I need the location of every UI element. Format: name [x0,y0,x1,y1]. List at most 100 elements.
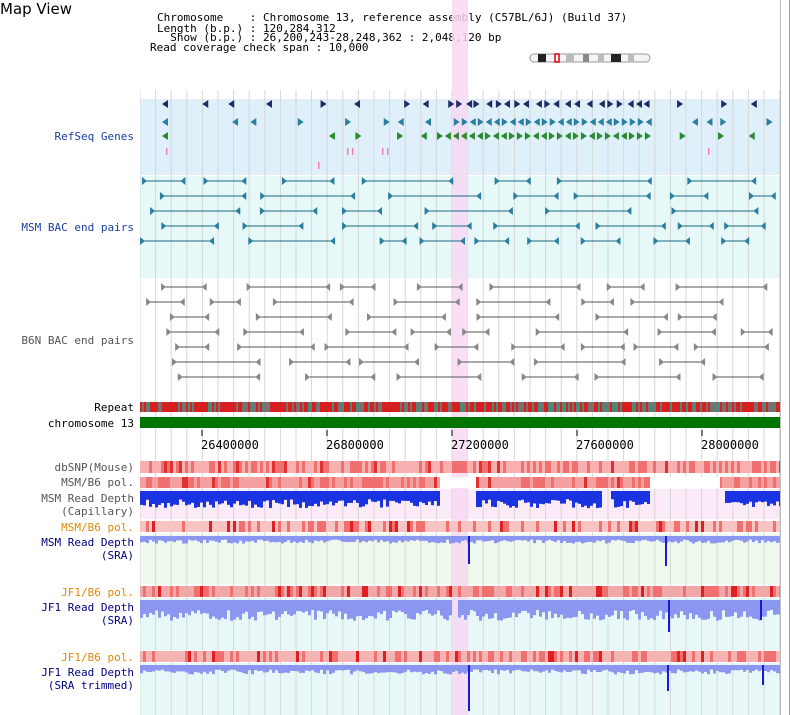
depth-bar [329,491,332,502]
vertical-scrollbar[interactable] [780,0,800,715]
heat-cell [737,651,740,662]
depth-bar [593,600,596,619]
repeat-cell [644,402,646,412]
heat-cell [689,521,692,532]
repeat-cell [150,402,152,412]
bac-end-glyph [237,343,243,351]
repeat-cell [760,402,762,412]
depth-bar [650,600,653,619]
heat-cell [779,461,780,473]
repeat-cell [372,402,374,412]
gene-glyph [522,100,529,108]
heat-cell [269,461,272,473]
depth-bar [311,665,314,671]
repeat-cell [358,402,360,412]
depth-bar [233,536,236,543]
heat-cell [299,461,302,473]
heat-cell [416,521,419,532]
msm-bac-end-pairs-label[interactable]: MSM BAC end pairs [21,221,134,234]
depth-bar [311,600,314,611]
bac-end-glyph [710,328,716,336]
depth-bar [533,600,536,616]
depth-bar [536,665,539,672]
repeat-cell [730,402,732,412]
heat-cell [479,461,482,473]
depth-bar [464,600,467,620]
heat-cell [701,651,704,662]
repeat-cell [206,402,208,412]
depth-bar [251,665,254,675]
bac-end-glyph [345,328,351,336]
depth-bar [629,600,632,611]
depth-bar [155,491,158,508]
heat-cell [311,477,314,488]
heat-cell [266,461,269,473]
gene-mark [347,148,349,155]
gene-glyph [508,132,515,140]
depth-bar [467,600,470,616]
depth-bar [188,491,191,505]
depth-bar [221,600,224,618]
repeat-cell [274,402,276,412]
depth-bar [179,600,182,613]
heat-cell [611,461,614,473]
heat-cell [464,521,467,532]
depth-bar [635,665,638,671]
heat-cell [728,521,731,532]
depth-bar [203,665,206,672]
depth-bar [284,665,287,673]
bac-end-glyph [377,207,383,215]
depth-bar [242,491,245,505]
heat-cell [536,477,539,488]
heat-cell [347,651,350,662]
repeat-cell [576,402,578,412]
heat-cell [578,651,581,662]
heat-cell [551,461,554,473]
repeat-cell [160,402,162,412]
heat-cell [362,586,365,597]
depth-bar [236,536,239,544]
depth-bar [239,600,242,620]
depth-bar [356,491,359,503]
depth-bar [488,536,491,542]
depth-bar [221,491,224,504]
depth-bar [158,600,161,618]
bac-end-glyph [659,358,665,366]
depth-bar [437,491,440,506]
depth-bar [770,600,773,611]
heat-cell [332,521,335,532]
repeat-cell [244,402,246,412]
depth-bar [647,536,650,541]
repeat-cell [562,402,564,412]
depth-bar [323,600,326,619]
bac-end-glyph [553,237,559,245]
depth-bar [278,600,281,617]
heat-cell [212,477,215,488]
heat-cell [464,586,467,597]
heat-cell [626,586,629,597]
depth-bar [578,536,581,542]
b6n-bac-end-pairs-label[interactable]: B6N BAC end pairs [21,334,134,347]
heat-cell [386,461,389,473]
depth-bar [491,600,494,619]
depth-bar [356,600,359,617]
depth-bar [161,600,164,612]
genome-track-canvas[interactable] [140,0,780,715]
heat-cell [584,586,587,597]
heat-cell [365,461,368,473]
chromosome-ideogram[interactable] [528,52,653,64]
depth-bar [215,600,218,619]
heat-cell [419,586,422,597]
depth-bar [500,491,503,502]
depth-bar [152,491,155,504]
gene-mark [387,148,389,155]
depth-bar [473,536,476,544]
refseq-genes-label[interactable]: RefSeq Genes [54,130,134,143]
repeat-cell [584,402,586,412]
heat-cell [533,586,536,597]
bac-end-glyph [595,313,601,321]
repeat-cell [566,402,568,412]
heat-cell [644,461,647,473]
bac-end-glyph [416,283,422,291]
repeat-cell [202,402,204,412]
